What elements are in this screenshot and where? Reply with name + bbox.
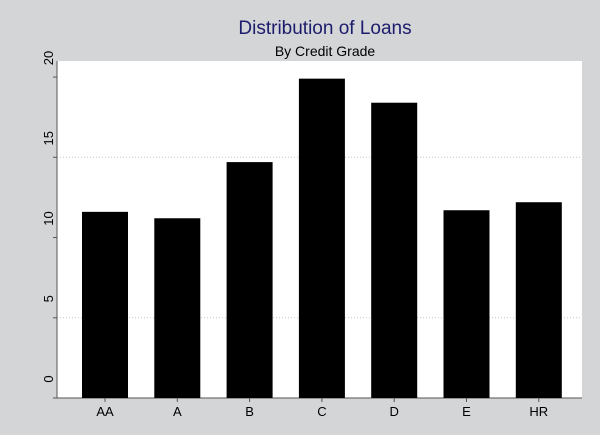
bar-hr	[515, 202, 562, 398]
bar-c	[298, 78, 345, 399]
bar-a	[154, 218, 201, 398]
y-tick-label: 20	[41, 51, 56, 65]
y-tick-label: 5	[41, 295, 56, 302]
x-tick-label: AA	[96, 404, 114, 419]
x-tick-label: D	[390, 404, 399, 419]
bar-d	[371, 102, 418, 398]
y-tick-label: 10	[41, 211, 56, 225]
x-tick-label: A	[173, 404, 182, 419]
y-tick-label: 0	[41, 375, 56, 382]
x-tick-label: E	[462, 404, 471, 419]
chart-subtitle: By Credit Grade	[274, 43, 376, 59]
x-tick-label: HR	[529, 404, 548, 419]
y-tick-label: 15	[41, 131, 56, 145]
bar-aa	[82, 211, 128, 398]
x-tick-label: C	[317, 404, 326, 419]
chart-title: Distribution of Loans	[238, 18, 412, 39]
x-tick-label: B	[245, 404, 254, 419]
bar-b	[226, 162, 273, 398]
bar-e	[443, 210, 490, 398]
